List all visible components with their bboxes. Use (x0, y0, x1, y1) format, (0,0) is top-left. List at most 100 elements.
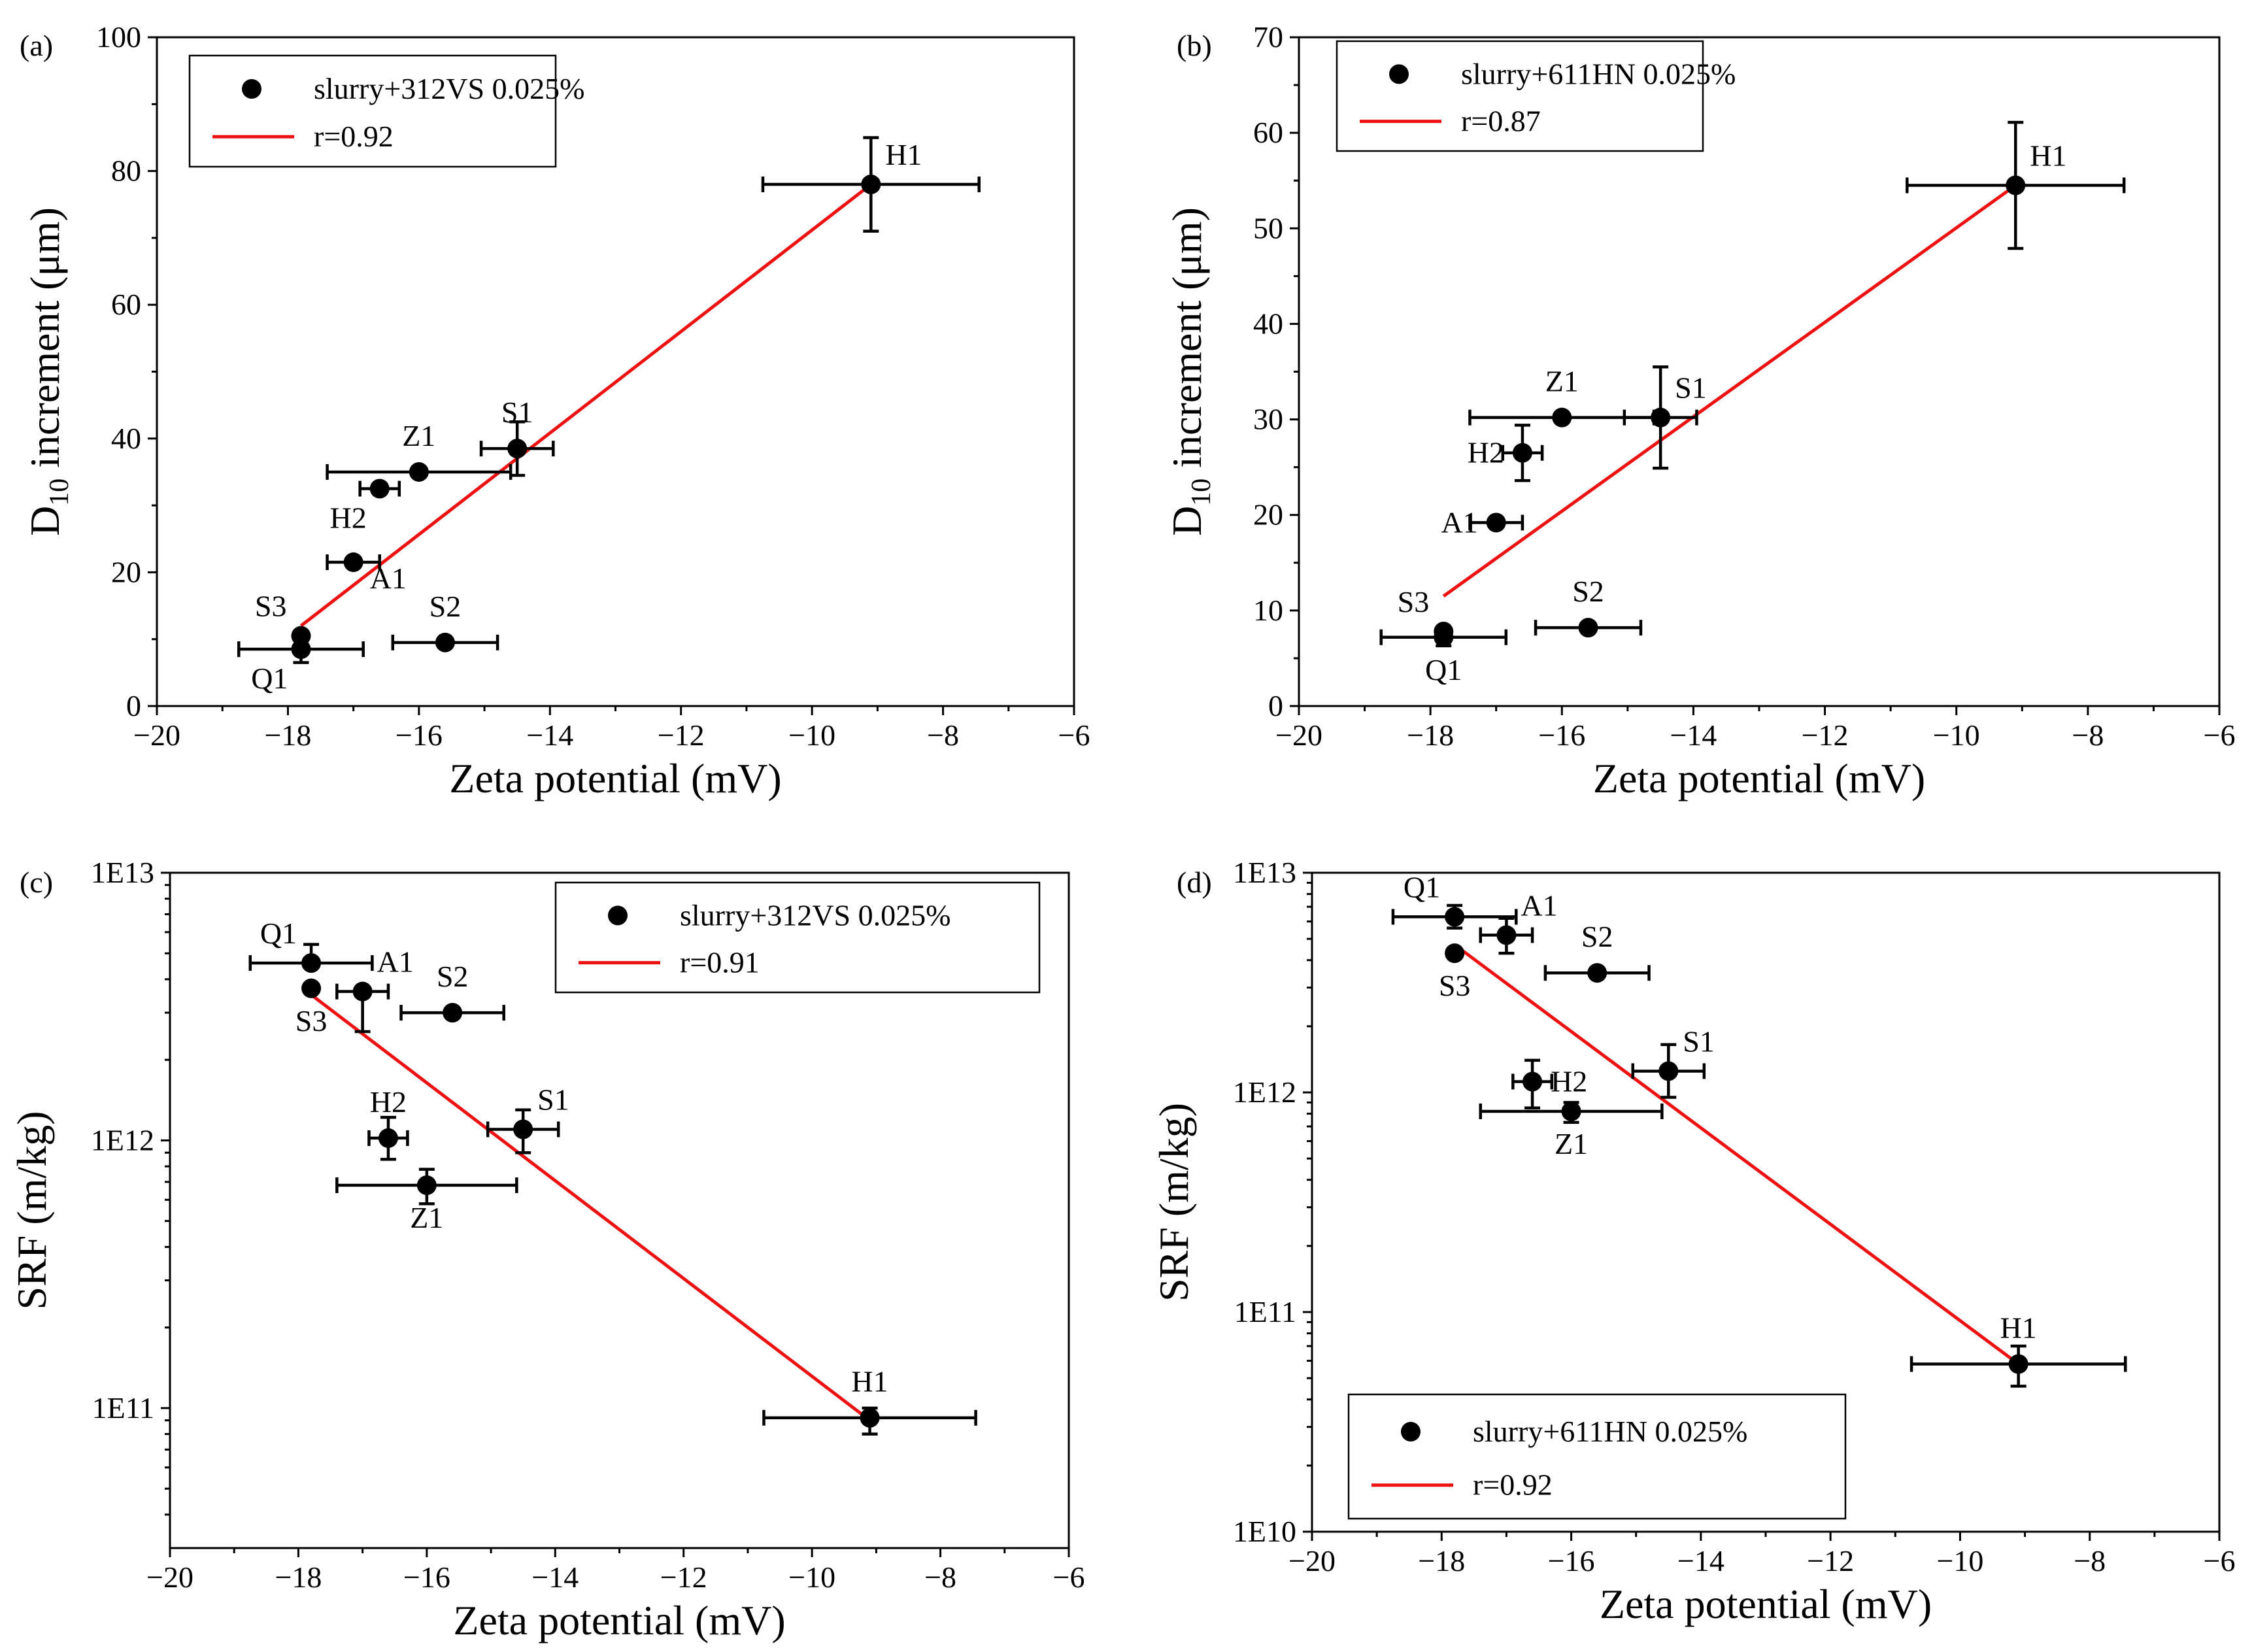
point-label: S2 (437, 960, 469, 993)
y-axis-title: SRF (m/kg) (1151, 1103, 1197, 1302)
data-point-h2: H2 (329, 479, 401, 535)
x-tick-label: −10 (1933, 718, 1980, 752)
y-axis-title-sub: 10 (44, 479, 75, 506)
legend-marker (1389, 64, 1409, 84)
y-axis-title-rest: increment (μm) (22, 207, 68, 479)
data-point-h1: H1 (761, 136, 981, 233)
point-label: S3 (255, 590, 287, 623)
legend-fit-label: r=0.91 (680, 946, 760, 979)
legend-series-label: slurry+611HN 0.025% (1461, 57, 1736, 90)
x-tick-label: −18 (1407, 718, 1454, 752)
data-point-z1: Z1 (335, 1168, 518, 1234)
point-label: H1 (885, 138, 922, 171)
legend-marker (1401, 1422, 1421, 1441)
y-axis-title: D10 increment (μm) (1164, 207, 1217, 536)
y-axis-title-rest: increment (μm) (1164, 207, 1210, 479)
data-marker (416, 1175, 437, 1196)
point-label: Z1 (1545, 365, 1579, 398)
x-tick-label: −12 (1807, 1544, 1854, 1577)
legend: slurry+611HN 0.025% r=0.87 (1336, 40, 1736, 152)
fit-line (1453, 943, 2020, 1366)
x-axis-title: Zeta potential (mV) (1593, 755, 1925, 801)
point-label: S3 (1398, 585, 1430, 618)
y-axis-title: D10 increment (μm) (22, 207, 75, 536)
x-tick-label: −10 (788, 1560, 835, 1594)
y-tick-label: 1E13 (1233, 856, 1296, 889)
x-axis-title: Zeta potential (mV) (449, 755, 781, 801)
y-tick-label: 0 (1268, 689, 1283, 722)
point-label: S1 (501, 396, 533, 429)
panel-letter: (b) (1177, 29, 1212, 62)
data-point-z1: Z1 (1479, 1101, 1664, 1160)
data-marker (369, 479, 390, 499)
y-tick-label: 20 (1253, 498, 1283, 531)
data-marker (513, 1119, 533, 1139)
point-label: S3 (1439, 969, 1471, 1002)
x-tick-label: −18 (1418, 1544, 1465, 1577)
data-marker (291, 639, 311, 660)
point-label: A1 (370, 562, 407, 595)
data-marker (507, 439, 528, 459)
point-label: Z1 (402, 419, 435, 452)
data-point-s2: S2 (399, 960, 505, 1023)
point-label: A1 (1441, 505, 1477, 539)
data-point-a1: A1 (326, 552, 407, 595)
y-tick-label: 1E10 (1233, 1515, 1296, 1548)
x-tick-label: −8 (2074, 1544, 2106, 1577)
data-marker (860, 1408, 880, 1428)
data-marker (1486, 513, 1506, 533)
x-tick-label: −16 (1548, 1544, 1595, 1577)
data-point-q1: Q1 (237, 634, 365, 695)
data-point-q1: Q1 (1379, 627, 1508, 686)
legend-series-label: slurry+611HN 0.025% (1473, 1415, 1747, 1448)
data-marker (1445, 943, 1465, 964)
point-label: Q1 (1425, 653, 1462, 686)
data-point-q1: Q1 (1391, 870, 1518, 930)
data-marker (1496, 925, 1517, 945)
point-label: H2 (1551, 1064, 1587, 1098)
data-point-s2: S2 (1534, 575, 1643, 638)
data-point-h2: H2 (367, 1085, 409, 1161)
x-tick-label: −8 (924, 1560, 956, 1594)
x-tick-label: −12 (660, 1560, 707, 1594)
x-tick-label: −14 (1677, 1544, 1724, 1577)
x-tick-label: −8 (2072, 718, 2104, 752)
panel-letter: (c) (20, 866, 53, 899)
data-marker (301, 953, 322, 973)
y-tick-label: 1E13 (91, 856, 154, 889)
legend-box (1347, 1393, 1847, 1520)
y-tick-label: 20 (111, 555, 141, 588)
point-label: H1 (2000, 1311, 2037, 1344)
x-tick-label: −18 (275, 1560, 322, 1594)
data-marker (1578, 618, 1598, 638)
data-point-z1: Z1 (1468, 365, 1656, 428)
y-tick-label: 1E12 (91, 1123, 154, 1156)
y-tick-label: 40 (1253, 307, 1283, 340)
legend-marker (608, 905, 628, 926)
data-point-s3: S3 (295, 978, 327, 1037)
x-tick-label: −20 (1288, 1544, 1336, 1577)
fit-line (299, 183, 872, 628)
x-tick-label: −16 (395, 718, 443, 752)
legend-series-label: slurry+312VS 0.025% (314, 72, 584, 105)
data-marker (409, 462, 429, 482)
y-axis-title-main: SRF (m/kg) (1151, 1103, 1197, 1302)
data-point-s1: S1 (479, 396, 555, 477)
data-marker (443, 1003, 463, 1023)
x-tick-label: −14 (531, 1560, 579, 1594)
data-marker (1587, 963, 1607, 983)
y-axis-title: SRF (m/kg) (8, 1111, 55, 1309)
legend-marker (242, 79, 261, 99)
data-marker (2008, 1354, 2028, 1374)
y-tick-label: 100 (96, 20, 141, 54)
data-marker (435, 632, 455, 652)
legend-fit-label: r=0.92 (314, 120, 394, 153)
y-tick-label: 40 (111, 422, 141, 455)
point-label: H1 (851, 1365, 888, 1398)
fit-line (310, 993, 871, 1422)
x-tick-label: −12 (1802, 718, 1849, 752)
data-point-s1: S1 (1631, 1024, 1715, 1099)
fit-line (1442, 184, 2017, 598)
point-label: A1 (377, 945, 414, 979)
y-tick-label: 30 (1253, 403, 1283, 436)
